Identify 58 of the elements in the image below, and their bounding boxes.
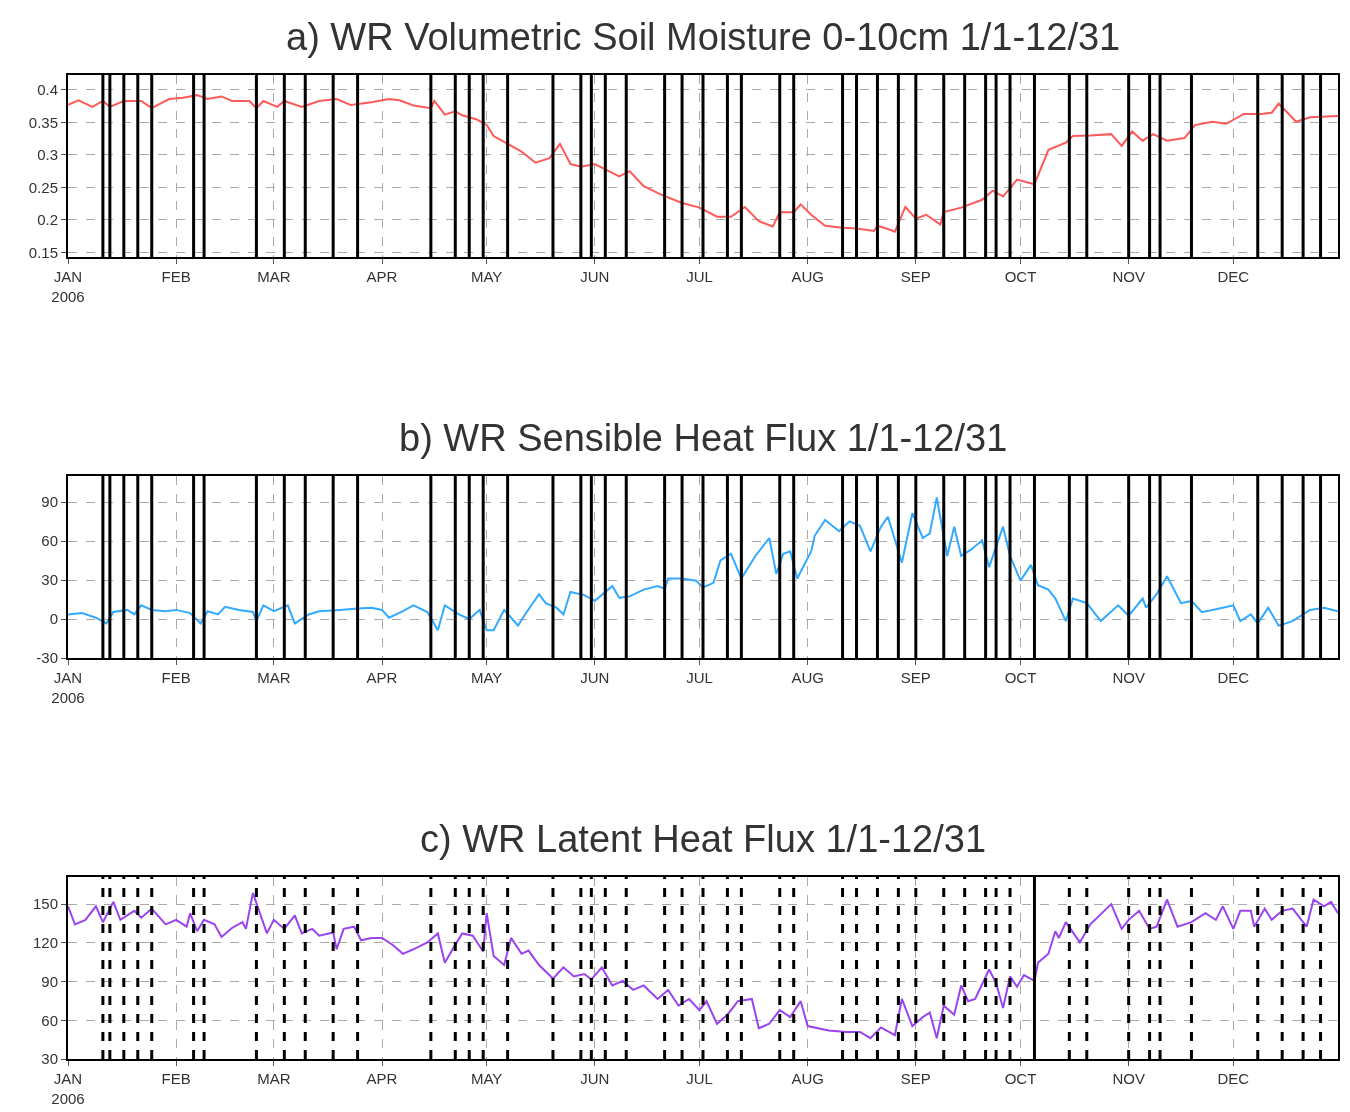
x-tick-label: OCT bbox=[1004, 1070, 1037, 1087]
x-tick-label: NOV bbox=[1112, 268, 1145, 285]
y-tick-label: 0.4 bbox=[37, 81, 58, 99]
x-tick-label: MAR bbox=[257, 1070, 291, 1087]
x-tick-label: JAN 2006 bbox=[51, 268, 85, 305]
x-tick-label: JUN bbox=[580, 1070, 610, 1087]
x-tick-label: MAR bbox=[257, 669, 291, 686]
y-tick-label: 0.25 bbox=[28, 178, 58, 196]
line-series bbox=[68, 496, 1338, 632]
y-tick-label: 0 bbox=[49, 610, 58, 628]
x-tick-label: SEP bbox=[900, 669, 931, 686]
y-tick-label: -30 bbox=[36, 649, 58, 667]
x-tick-label: OCT bbox=[1004, 669, 1037, 686]
x-tick-label: NOV bbox=[1112, 669, 1145, 686]
chart-title: a) WR Volumetric Soil Moisture 0-10cm 1/1-12/31 bbox=[286, 16, 1121, 58]
x-tick-label: DEC bbox=[1217, 1070, 1250, 1087]
y-tick-label: 120 bbox=[32, 934, 58, 952]
x-tick-label: FEB bbox=[161, 268, 191, 285]
y-tick-label: 90 bbox=[41, 493, 58, 511]
y-tick-label: 30 bbox=[41, 1050, 58, 1068]
chart-title: c) WR Latent Heat Flux 1/1-12/31 bbox=[420, 818, 987, 860]
x-tick-label: OCT bbox=[1004, 268, 1037, 285]
x-tick-label: DEC bbox=[1217, 669, 1250, 686]
x-tick-label: JUL bbox=[686, 669, 713, 686]
y-tick-label: 150 bbox=[32, 895, 58, 913]
x-tick-label: MAR bbox=[257, 268, 291, 285]
x-tick-label: FEB bbox=[161, 1070, 191, 1087]
x-tick-label: AUG bbox=[791, 669, 824, 686]
x-tick-label: MAY bbox=[470, 1070, 503, 1087]
y-tick-label: 60 bbox=[41, 1011, 58, 1029]
x-tick-label: JUN bbox=[580, 268, 610, 285]
x-tick-label: JUL bbox=[686, 1070, 713, 1087]
y-tick-label: 0.15 bbox=[28, 243, 58, 261]
x-tick-label: FEB bbox=[161, 669, 191, 686]
x-tick-label: AUG bbox=[791, 1070, 824, 1087]
y-tick-label: 60 bbox=[41, 532, 58, 550]
y-tick-label: 0.2 bbox=[37, 211, 58, 229]
x-tick-label: JAN 2006 bbox=[51, 1070, 85, 1107]
y-tick-label: 0.3 bbox=[37, 146, 58, 164]
line-series bbox=[68, 94, 1338, 233]
chart-title: b) WR Sensible Heat Flux 1/1-12/31 bbox=[399, 417, 1008, 459]
line-series bbox=[68, 891, 1338, 1040]
x-tick-label: JUL bbox=[686, 268, 713, 285]
x-tick-label: JAN 2006 bbox=[51, 669, 85, 706]
y-tick-label: 30 bbox=[41, 571, 58, 589]
x-tick-label: MAY bbox=[470, 268, 503, 285]
x-tick-label: APR bbox=[366, 1070, 398, 1087]
x-tick-label: NOV bbox=[1112, 1070, 1145, 1087]
x-tick-label: SEP bbox=[900, 268, 931, 285]
x-tick-label: MAY bbox=[470, 669, 503, 686]
x-tick-label: JUN bbox=[580, 669, 610, 686]
x-tick-label: APR bbox=[366, 669, 398, 686]
y-tick-label: 90 bbox=[41, 972, 58, 990]
x-tick-label: DEC bbox=[1217, 268, 1250, 285]
x-tick-label: AUG bbox=[791, 268, 824, 285]
y-tick-label: 0.35 bbox=[28, 113, 58, 131]
x-tick-label: SEP bbox=[900, 1070, 931, 1087]
x-tick-label: APR bbox=[366, 268, 398, 285]
